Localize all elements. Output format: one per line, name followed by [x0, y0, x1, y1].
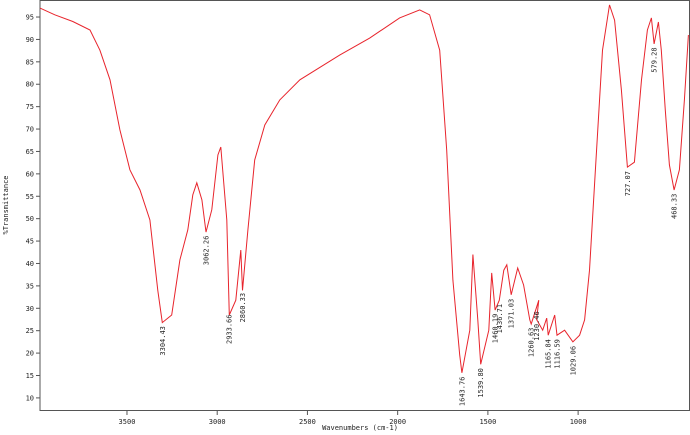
y-tick-label: 10: [26, 394, 34, 402]
peak-label: 2860.33: [239, 293, 247, 323]
spectrum-line: [39, 4, 689, 373]
x-tick-label: 3500: [119, 418, 136, 426]
peak-label: 1230.46: [533, 311, 541, 341]
y-tick-label: 85: [26, 58, 34, 66]
y-tick-label: 45: [26, 238, 34, 246]
y-tick-label: 15: [26, 372, 34, 380]
y-tick-label: 20: [26, 350, 34, 358]
peak-label: 1116.59: [554, 339, 562, 369]
plot-frame: [39, 0, 690, 411]
x-tick-label: 1500: [479, 418, 496, 426]
y-tick-label: 35: [26, 282, 34, 290]
x-tick-label: 2500: [299, 418, 316, 426]
y-tick-label: 80: [26, 81, 34, 89]
peak-label: 3062.26: [203, 236, 211, 266]
peak-label: 1460.19: [492, 314, 500, 344]
peak-label: 727.07: [624, 171, 632, 196]
x-tick-label: 2000: [389, 418, 406, 426]
peak-label: 3304.43: [159, 326, 167, 356]
x-tick-label: 3000: [209, 418, 226, 426]
peak-label: 2933.66: [226, 315, 234, 345]
peak-label: 1436.71: [496, 304, 504, 334]
y-tick-label: 40: [26, 260, 34, 268]
x-tick-label: 1000: [570, 418, 587, 426]
peak-label: 1029.06: [569, 346, 577, 376]
peak-label: 1371.03: [508, 299, 516, 329]
y-tick-label: 90: [26, 36, 34, 44]
y-tick-label: 95: [26, 14, 34, 22]
y-tick-label: 30: [26, 305, 34, 313]
peak-label: 468.33: [671, 194, 679, 219]
peak-label: 1165.84: [545, 339, 553, 369]
y-tick-label: 25: [26, 327, 34, 335]
y-tick-label: 55: [26, 193, 34, 201]
peak-label: 1539.80: [477, 368, 485, 398]
y-tick-label: 70: [26, 126, 34, 134]
y-tick-label: 75: [26, 103, 34, 111]
peak-label: 1643.76: [458, 377, 466, 407]
x-axis-label: Wavenumbers (cm-1): [322, 424, 398, 432]
y-tick-label: 65: [26, 148, 34, 156]
peak-label: 1260.63: [528, 328, 536, 358]
y-tick-label: 60: [26, 170, 34, 178]
y-axis-label: %Transmittance: [2, 175, 10, 234]
y-tick-label: 50: [26, 215, 34, 223]
peak-label: 579.28: [651, 47, 659, 72]
